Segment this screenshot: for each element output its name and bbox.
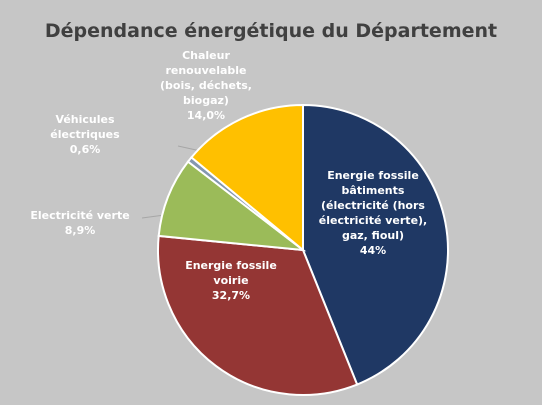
label-value: 8,9%: [64, 224, 96, 237]
data-label: Electricité verte 8,9%: [10, 208, 150, 238]
label-name: Véhicules électriques: [50, 113, 120, 141]
label-name: Energie fossile voirie: [185, 259, 277, 287]
label-value: 44%: [359, 244, 387, 257]
label-name: Chaleur renouvelable (bois, déchets, bio…: [160, 49, 252, 107]
pie-slice: [190, 103, 304, 253]
data-label: Chaleur renouvelable (bois, déchets, bio…: [150, 48, 262, 123]
data-label: Energie fossile voirie 32,7%: [176, 258, 286, 303]
label-name: Electricité verte: [30, 209, 130, 222]
label-value: 32,7%: [211, 289, 251, 302]
pie-slice: [302, 103, 449, 386]
chart-title: Dépendance énergétique du Département: [44, 20, 498, 42]
pie-slice: [157, 160, 307, 252]
label-value: 14,0%: [186, 109, 226, 122]
label-name: Energie fossile bâtiments (électricité (…: [318, 169, 428, 242]
data-label: Véhicules électriques 0,6%: [30, 112, 140, 157]
data-label: Energie fossile bâtiments (électricité (…: [318, 168, 428, 258]
label-value: 0,6%: [69, 143, 101, 156]
pie-slice: [157, 234, 359, 396]
